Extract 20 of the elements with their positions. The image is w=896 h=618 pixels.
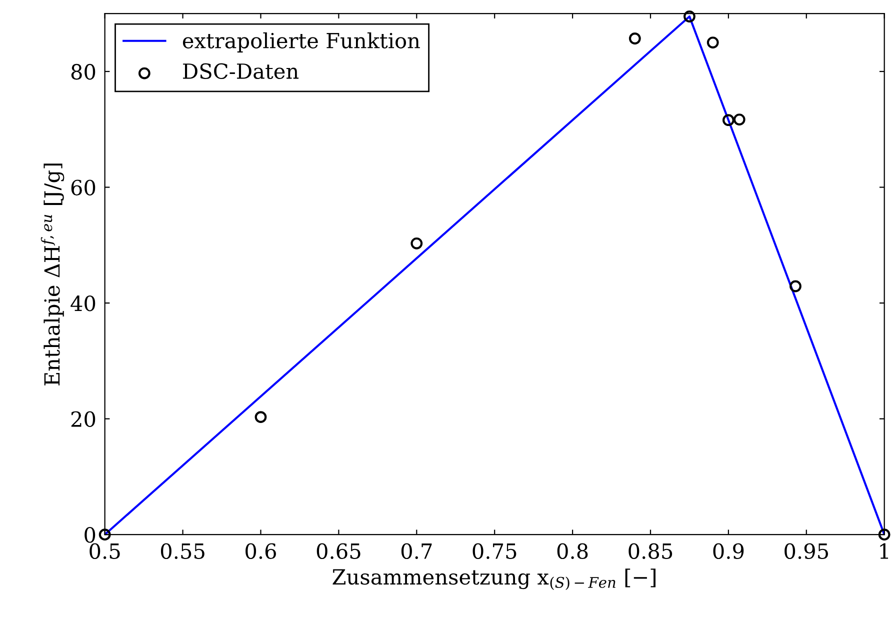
x-tick-label: 1	[880, 543, 888, 559]
x-axis-title: Zusammensetzung x$_{(S)−Fen}$ [−]	[332, 568, 656, 590]
y-tick-label: 0	[84, 527, 96, 543]
x-tick-label: 0.95	[784, 543, 828, 560]
legend-label: extrapolierte Funktion	[182, 32, 420, 53]
x-tick-label: 0.65	[316, 543, 360, 560]
x-tick-label: 0.8	[557, 543, 588, 560]
y-tick-label: 20	[71, 411, 96, 428]
x-tick-label: 0.5	[90, 543, 120, 560]
x-tick-label: 0.7	[401, 543, 432, 560]
x-tick-label: 0.85	[628, 543, 672, 560]
x-tick-label: 0.9	[713, 543, 744, 560]
y-axis-title: Enthalpie ΔH$^{f,eu}$ [J/g]	[40, 164, 64, 386]
y-tick-label: 60	[71, 180, 96, 196]
x-tick-label: 0.6	[246, 543, 276, 560]
legend-label: DSC-Daten	[183, 63, 299, 80]
x-tick-label: 0.75	[472, 543, 516, 560]
y-tick-label: 80	[71, 64, 96, 80]
y-tick-label: 40	[70, 295, 96, 312]
x-tick-label: 0.55	[160, 543, 204, 560]
